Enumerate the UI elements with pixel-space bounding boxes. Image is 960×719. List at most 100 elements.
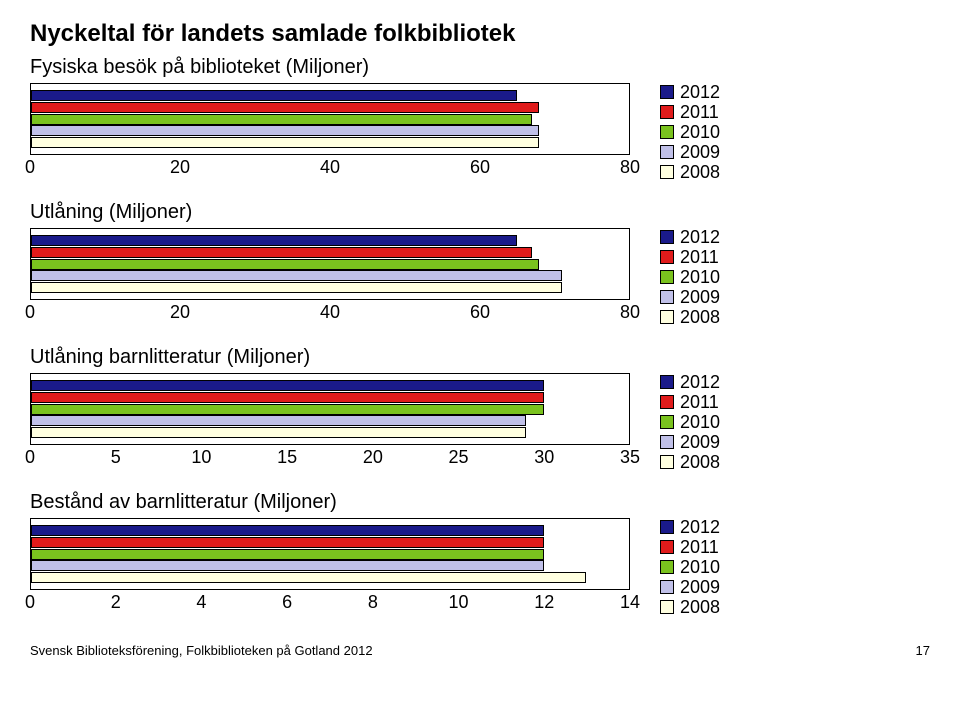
legend-swatch	[660, 85, 674, 99]
axis-tick: 30	[534, 447, 554, 468]
legend-label: 2008	[680, 453, 720, 471]
legend-item: 2010	[660, 123, 720, 141]
legend-label: 2010	[680, 413, 720, 431]
legend-swatch	[660, 125, 674, 139]
bar	[31, 560, 544, 571]
legend-label: 2012	[680, 518, 720, 536]
plot-box	[30, 83, 630, 155]
axis-tick: 60	[470, 302, 490, 323]
legend-swatch	[660, 520, 674, 534]
legend-item: 2009	[660, 143, 720, 161]
legend-swatch	[660, 455, 674, 469]
legend-item: 2008	[660, 163, 720, 181]
axis-tick: 2	[111, 592, 121, 613]
bar	[31, 392, 544, 403]
legend: 2012 2011 2010 2009 2008	[660, 83, 720, 183]
legend: 20122011201020092008	[660, 373, 720, 473]
legend-swatch	[660, 415, 674, 429]
bar	[31, 572, 586, 583]
legend-swatch	[660, 600, 674, 614]
axis-tick: 35	[620, 447, 640, 468]
legend-swatch	[660, 540, 674, 554]
chart-area: 020406080	[30, 83, 630, 179]
axis-tick: 80	[620, 157, 640, 178]
x-axis: 02468101214	[30, 592, 630, 614]
legend-label: 2010	[680, 558, 720, 576]
bar	[31, 235, 517, 246]
bar	[31, 415, 526, 426]
legend-swatch	[660, 310, 674, 324]
axis-tick: 20	[170, 157, 190, 178]
legend-label: 2009	[680, 433, 720, 451]
legend-item: 2012	[660, 373, 720, 391]
legend-swatch	[660, 250, 674, 264]
legend-item: 2010	[660, 268, 720, 286]
chart-area: 02468101214	[30, 518, 630, 614]
legend-label: 2008	[680, 308, 720, 326]
axis-tick: 8	[368, 592, 378, 613]
bar	[31, 270, 562, 281]
chart-area: 05101520253035	[30, 373, 630, 469]
legend-label: 2009	[680, 578, 720, 596]
bar	[31, 380, 544, 391]
legend-item: 2011	[660, 103, 720, 121]
legend-item: 2010	[660, 558, 720, 576]
axis-tick: 4	[196, 592, 206, 613]
legend-item: 2012	[660, 228, 720, 246]
chart-title: Fysiska besök på biblioteket (Miljoner)	[30, 56, 930, 79]
footer-page-number: 17	[916, 643, 930, 658]
x-axis: 020406080	[30, 302, 630, 324]
bar	[31, 90, 517, 101]
legend-item: 2012	[660, 518, 720, 536]
bar	[31, 525, 544, 536]
legend: 20122011201020092008	[660, 228, 720, 328]
axis-tick: 10	[449, 592, 469, 613]
chart-block: Utlåning barnlitteratur (Miljoner)051015…	[30, 346, 930, 473]
legend-label: 2012	[680, 228, 720, 246]
chart-title: Utlåning (Miljoner)	[30, 201, 930, 224]
chart-area: 020406080	[30, 228, 630, 324]
axis-tick: 0	[25, 447, 35, 468]
plot-box	[30, 518, 630, 590]
plot-box	[30, 373, 630, 445]
legend-swatch	[660, 270, 674, 284]
chart-block: Utlåning (Miljoner)020406080201220112010…	[30, 201, 930, 328]
legend-item: 2008	[660, 598, 720, 616]
legend-item: 2009	[660, 433, 720, 451]
axis-tick: 60	[470, 157, 490, 178]
axis-tick: 0	[25, 302, 35, 323]
footer-left: Svensk Biblioteksförening, Folkbibliotek…	[30, 643, 373, 658]
legend-item: 2009	[660, 578, 720, 596]
chart-block: Fysiska besök på biblioteket (Miljoner)0…	[30, 56, 930, 183]
axis-tick: 80	[620, 302, 640, 323]
legend-swatch	[660, 145, 674, 159]
legend-swatch	[660, 290, 674, 304]
axis-tick: 6	[282, 592, 292, 613]
chart-block: Bestånd av barnlitteratur (Miljoner)0246…	[30, 491, 930, 618]
axis-tick: 0	[25, 592, 35, 613]
bar	[31, 259, 539, 270]
bar	[31, 537, 544, 548]
axis-tick: 40	[320, 302, 340, 323]
axis-tick: 12	[534, 592, 554, 613]
axis-tick: 15	[277, 447, 297, 468]
legend-label: 2009	[680, 288, 720, 306]
legend-label: 2012	[680, 83, 720, 101]
legend: 2012 2011 2010 2009 2008	[660, 518, 720, 618]
legend-item: 2012	[660, 83, 720, 101]
axis-tick: 40	[320, 157, 340, 178]
legend-label: 2008	[680, 598, 720, 616]
legend-item: 2008	[660, 453, 720, 471]
plot-box	[30, 228, 630, 300]
legend-swatch	[660, 435, 674, 449]
axis-tick: 25	[449, 447, 469, 468]
legend-swatch	[660, 580, 674, 594]
bar	[31, 427, 526, 438]
bar	[31, 282, 562, 293]
legend-item: 2011	[660, 538, 720, 556]
bar	[31, 404, 544, 415]
legend-label: 2009	[680, 143, 720, 161]
legend-swatch	[660, 375, 674, 389]
legend-swatch	[660, 395, 674, 409]
legend-swatch	[660, 560, 674, 574]
